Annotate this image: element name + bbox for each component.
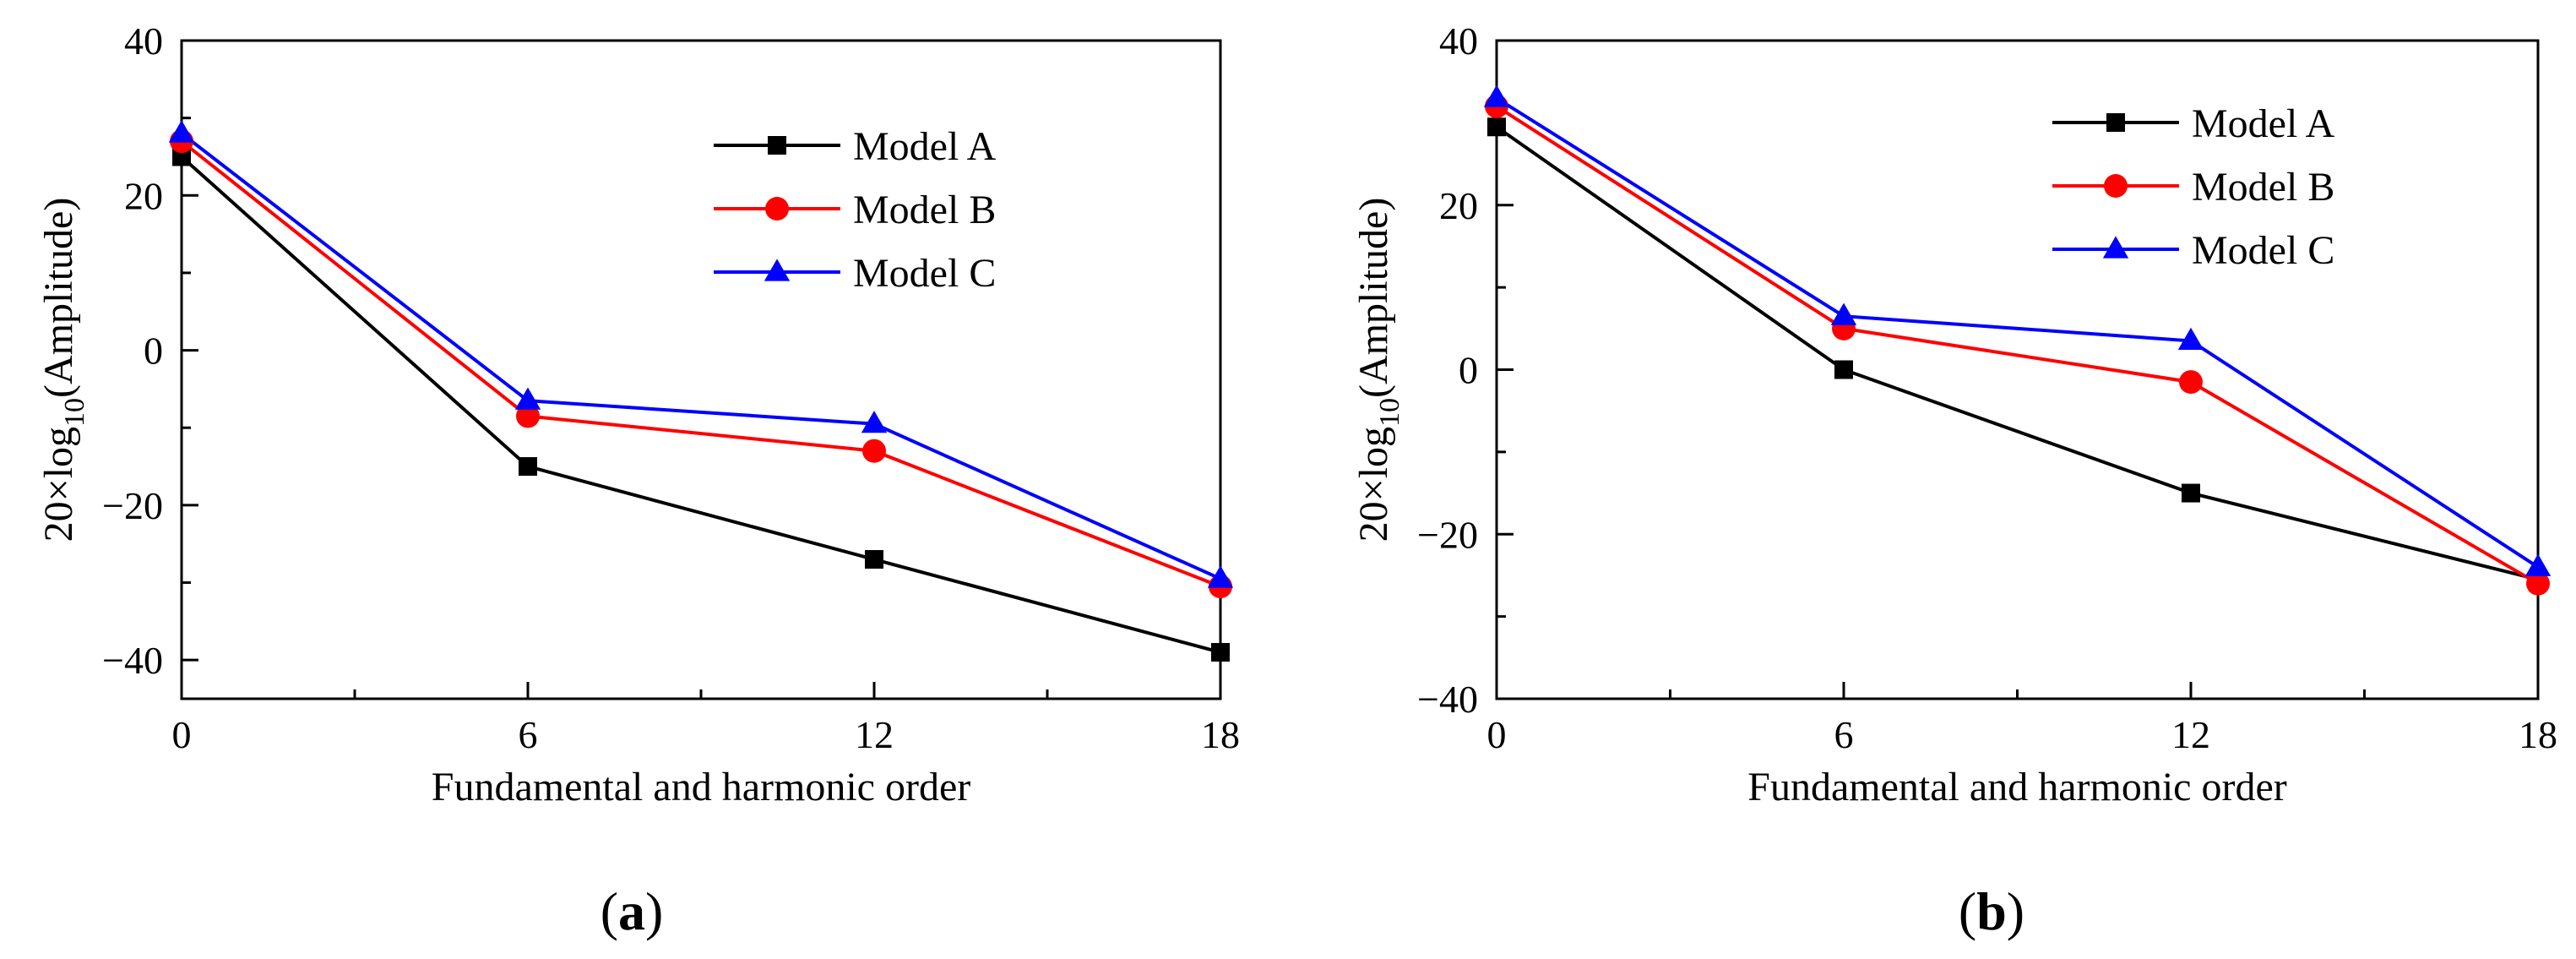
data-point-model-c: [861, 410, 888, 433]
series-line-model-a: [1495, 125, 2539, 581]
data-point-model-b: [2526, 571, 2550, 596]
legend-label-model-b: Model B: [853, 188, 996, 232]
x-tick-label: 6: [519, 713, 538, 756]
panel-label: (a): [601, 881, 664, 941]
data-point-model-a: [865, 550, 883, 569]
data-point-model-b: [516, 404, 540, 428]
x-tick-label: 12: [855, 713, 894, 756]
legend-label-model-b: Model B: [2192, 165, 2334, 210]
data-point-model-c: [1207, 565, 1234, 588]
y-axis-title-prefix: 20×log: [36, 427, 81, 542]
series-line-model-c: [1495, 96, 2540, 569]
legend-marker-model-b: [2104, 174, 2128, 198]
panel-label-letter: b: [1976, 881, 2007, 941]
panel-label: (b): [1959, 881, 2024, 941]
data-point-model-c: [1830, 302, 1857, 325]
y-axis-title-prefix: 20×log: [1351, 427, 1396, 542]
y-tick-label: 0: [1459, 349, 1478, 392]
data-point-model-c: [168, 120, 195, 143]
data-point-model-c: [514, 387, 541, 410]
legend-label-model-c: Model C: [2192, 228, 2334, 273]
legend-marker-model-c: [764, 259, 791, 281]
x-tick-label: 0: [172, 713, 192, 756]
series-line-model-a: [180, 155, 1221, 654]
plot-frame: [180, 39, 1222, 700]
x-tick-label: 0: [1487, 713, 1507, 756]
legend: Model A Model B Model C: [2052, 101, 2335, 273]
x-tick-label: 18: [2519, 713, 2557, 756]
y-tick-label: −20: [102, 484, 163, 527]
plot-frame: [1495, 39, 2540, 700]
data-point-model-b: [2179, 370, 2203, 395]
legend-label-model-c: Model C: [853, 251, 996, 296]
panel-label-letter: a: [618, 881, 645, 941]
panel-label-open-paren: (: [601, 881, 618, 941]
y-tick-label: 20: [124, 174, 163, 217]
y-axis-title-suffix: (Amplitude): [1351, 198, 1396, 398]
legend-marker-model-b: [765, 197, 789, 221]
legend: Model A Model B Model C: [714, 124, 997, 296]
legend-marker-model-a: [768, 136, 786, 155]
series-line-model-b: [180, 139, 1221, 588]
data-point-model-a: [1487, 117, 1506, 137]
x-axis-title: Fundamental and harmonic order: [432, 765, 970, 809]
data-point-model-a: [1834, 360, 1853, 379]
y-tick-label: 0: [144, 330, 163, 373]
data-point-model-c: [2177, 327, 2204, 351]
panel-label-close-paren: ): [645, 881, 663, 941]
data-point-model-c: [2524, 553, 2552, 576]
x-tick-label: 6: [1834, 713, 1854, 756]
y-axis-title-subscript: 10: [1374, 398, 1405, 427]
y-tick-label: 40: [124, 19, 163, 63]
y-tick-label: −20: [1417, 513, 1478, 556]
y-tick-label: −40: [102, 639, 163, 682]
y-axis-title-suffix: (Amplitude): [36, 198, 81, 398]
x-tick-label: 12: [2171, 713, 2210, 756]
data-point-model-a: [2182, 483, 2200, 503]
data-point-model-a: [519, 457, 537, 477]
series-line-model-c: [180, 132, 1221, 580]
data-point-model-b: [862, 439, 886, 463]
x-axis-title: Fundamental and harmonic order: [1747, 765, 2286, 809]
panel-label-open-paren: (: [1959, 881, 1976, 941]
y-tick-label: −40: [1417, 678, 1478, 721]
y-axis-title: 20×log10(Amplitude): [1351, 198, 1405, 542]
y-axis-title: 20×log10(Amplitude): [36, 198, 90, 542]
series-line-model-b: [1495, 105, 2540, 586]
legend-marker-model-a: [2106, 113, 2125, 132]
y-tick-label: 40: [1439, 19, 1478, 63]
panel-label-close-paren: ): [2007, 881, 2024, 941]
legend-label-model-a: Model A: [853, 124, 997, 169]
x-tick-label: 18: [1201, 713, 1240, 756]
data-point-model-a: [1211, 643, 1230, 662]
y-tick-label: 20: [1439, 184, 1478, 227]
legend-marker-model-c: [2102, 236, 2129, 259]
legend-label-model-a: Model A: [2192, 101, 2335, 146]
y-axis-title-subscript: 10: [59, 398, 90, 427]
data-point-model-c: [1483, 84, 1510, 107]
